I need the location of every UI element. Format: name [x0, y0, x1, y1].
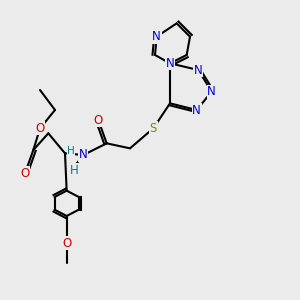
Text: N: N	[166, 57, 174, 70]
Text: N: N	[192, 103, 201, 116]
Text: O: O	[35, 122, 45, 135]
Text: N: N	[207, 85, 216, 98]
Text: N: N	[79, 148, 88, 161]
Text: H: H	[70, 164, 79, 176]
Text: O: O	[20, 167, 30, 180]
Text: O: O	[62, 237, 71, 250]
Text: N: N	[194, 64, 203, 76]
Text: S: S	[150, 122, 157, 135]
Text: H: H	[67, 146, 75, 156]
Text: N: N	[152, 30, 161, 43]
Text: O: O	[94, 113, 103, 127]
